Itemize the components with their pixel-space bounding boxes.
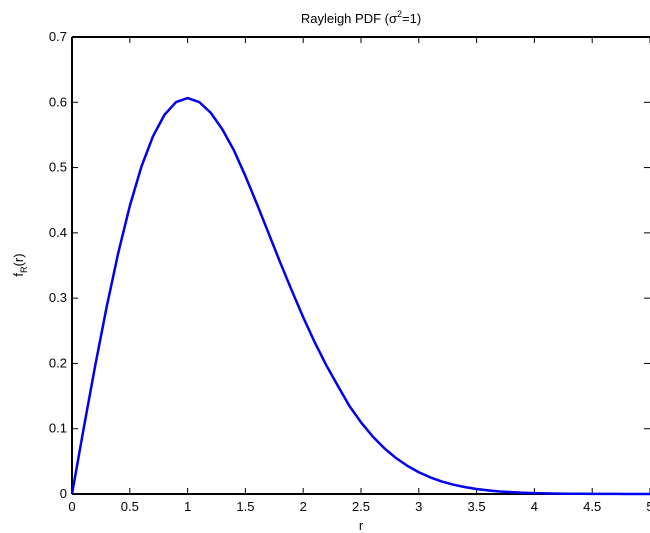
series-line-rayleigh	[70, 96, 650, 496]
x-tick-label: 1.5	[236, 499, 254, 514]
x-tick-label: 5	[646, 499, 650, 514]
x-tick-label: 3	[415, 499, 422, 514]
chart-title-superscript: 2	[397, 9, 402, 19]
x-tick-label: 4.5	[583, 499, 601, 514]
chart-title-prefix: Rayleigh PDF (σ	[301, 11, 397, 26]
y-axis-label-suffix: (r)	[11, 253, 26, 266]
x-tick-label: 2.5	[352, 499, 370, 514]
y-tick-label: 0.3	[49, 290, 67, 305]
x-tick-labels: 0 0.5 1 1.5 2 2.5 3 3.5 4 4.5 5	[68, 499, 650, 514]
y-tick-labels: 0 0.1 0.2 0.3 0.4 0.5 0.6 0.7	[49, 29, 67, 501]
x-tick-label: 0.5	[121, 499, 139, 514]
y-tick-label: 0.4	[49, 225, 67, 240]
y-axis-label-base: f	[11, 273, 26, 277]
y-tick-label: 0.7	[49, 29, 67, 44]
y-axis-label-subscript: R	[19, 266, 29, 273]
y-tick-label: 0.5	[49, 160, 67, 175]
x-tick-label: 0	[68, 499, 75, 514]
y-axis-label: fR(r)	[11, 253, 29, 276]
x-tick-label: 4	[531, 499, 538, 514]
y-tick-label: 0.2	[49, 355, 67, 370]
x-tick-label: 2	[300, 499, 307, 514]
y-tick-label: 0.6	[49, 94, 67, 109]
plot-area	[72, 37, 650, 494]
chart-title-suffix: =1)	[402, 11, 421, 26]
y-tick-label: 0	[60, 486, 67, 501]
chart-title: Rayleigh PDF (σ2=1)	[301, 9, 421, 26]
x-axis-label: r	[359, 518, 364, 533]
x-tick-label: 3.5	[468, 499, 486, 514]
x-tick-label: 1	[184, 499, 191, 514]
y-tick-label: 0.1	[49, 421, 67, 436]
